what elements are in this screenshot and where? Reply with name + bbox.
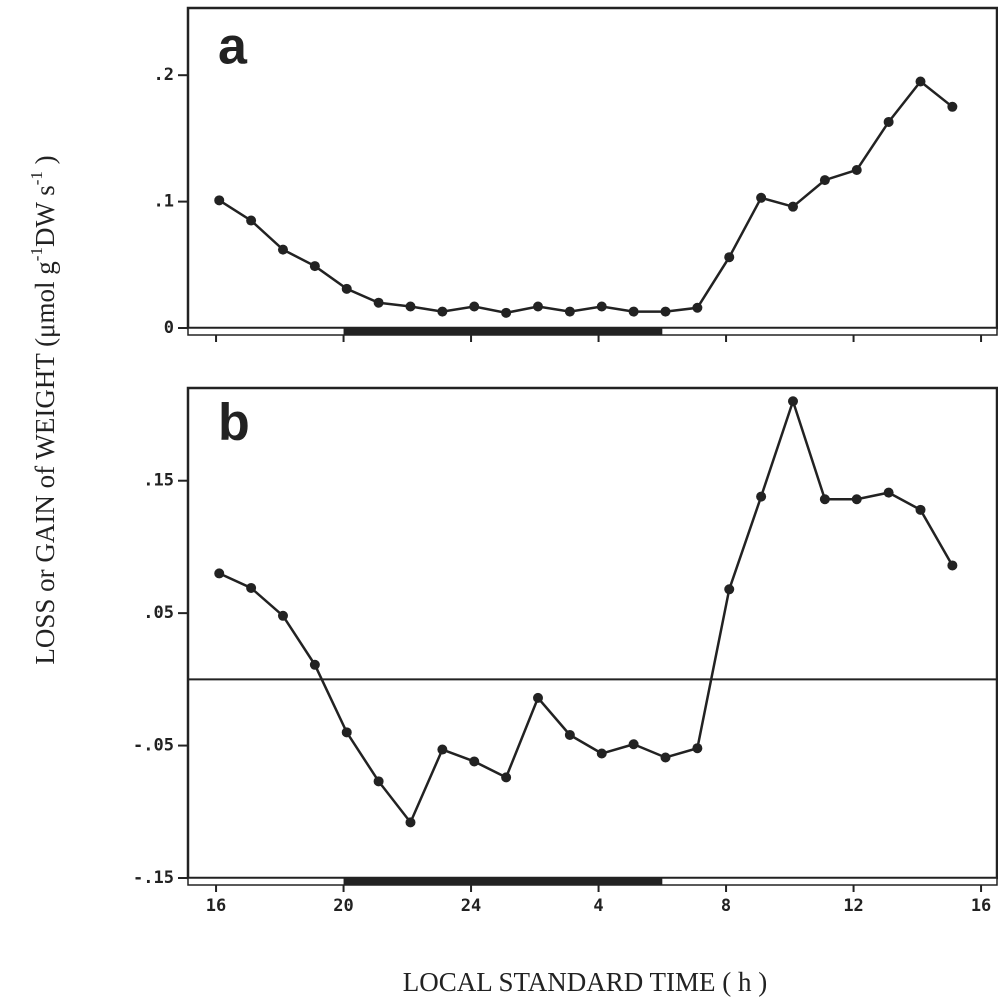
plot-frame (186, 6, 998, 330)
y-tick-label: .05 (143, 603, 174, 623)
data-point (915, 504, 926, 515)
y-tick-label: 0 (164, 318, 174, 338)
y-label-part: LOSS or GAIN of WEIGHT (μmol g (30, 261, 60, 664)
data-point (787, 396, 798, 407)
data-point (373, 776, 384, 787)
data-point (819, 494, 830, 505)
dark-bar (343, 878, 663, 885)
data-point (246, 582, 257, 593)
data-point (501, 772, 512, 783)
data-point (277, 610, 288, 621)
y-axis-label: LOSS or GAIN of WEIGHT (μmol g-1DW s-1 ) (27, 155, 60, 664)
data-point (564, 306, 575, 317)
x-tick-label: 16 (971, 896, 991, 916)
data-point (501, 307, 512, 318)
data-point (564, 729, 575, 740)
data-point (628, 306, 639, 317)
x-tick-label: 24 (461, 896, 481, 916)
data-point (373, 297, 384, 308)
data-point (246, 215, 257, 226)
data-point (724, 252, 735, 263)
y-tick-label: -.05 (133, 736, 174, 756)
plot-frame (186, 386, 998, 880)
data-point (947, 560, 958, 571)
data-point (469, 301, 480, 312)
data-point (883, 487, 894, 498)
x-tick-label: 20 (333, 896, 353, 916)
panel-label: a (218, 18, 248, 76)
data-point (596, 301, 607, 312)
data-point (214, 195, 225, 206)
x-tick-label: 16 (206, 896, 226, 916)
data-point (437, 744, 448, 755)
y-tick-label: -.15 (133, 868, 174, 888)
data-point (628, 739, 639, 750)
data-point (341, 283, 352, 294)
data-point (660, 752, 671, 763)
data-point (309, 261, 320, 272)
data-point (309, 659, 320, 670)
data-point (756, 491, 767, 502)
data-point (660, 306, 671, 317)
data-point (915, 76, 926, 87)
x-tick-label: 4 (593, 896, 603, 916)
x-tick-label: 12 (843, 896, 863, 916)
panel-label: b (218, 394, 250, 452)
data-point (851, 165, 862, 175)
data-point (692, 743, 703, 754)
x-axis-label: LOCAL STANDARD TIME ( h ) (403, 967, 768, 997)
y-label-part: ) (30, 155, 60, 171)
x-tick-label: 8 (721, 896, 731, 916)
data-point (692, 302, 703, 313)
data-point (214, 568, 225, 579)
data-point (277, 244, 288, 255)
data-point (756, 192, 767, 203)
data-point (405, 817, 416, 828)
data-point (532, 692, 543, 703)
data-point (405, 301, 416, 312)
data-point (787, 201, 798, 212)
dark-bar (343, 328, 663, 335)
y-label-part: DW s (30, 185, 60, 247)
data-point (724, 584, 735, 595)
y-tick-label: .15 (143, 471, 174, 491)
y-tick-label: .1 (154, 192, 174, 212)
data-point (883, 116, 894, 127)
data-point (596, 748, 607, 759)
data-line (218, 397, 954, 825)
data-point (851, 494, 862, 505)
data-point (341, 727, 352, 738)
data-point (469, 756, 480, 767)
data-point (437, 306, 448, 317)
data-line (218, 79, 954, 315)
y-label-sup: -1 (27, 171, 46, 185)
data-point (947, 101, 958, 112)
data-point (819, 175, 830, 186)
y-tick-label: .2 (154, 65, 174, 85)
y-label-sup: -1 (27, 247, 46, 261)
data-point (532, 301, 543, 312)
